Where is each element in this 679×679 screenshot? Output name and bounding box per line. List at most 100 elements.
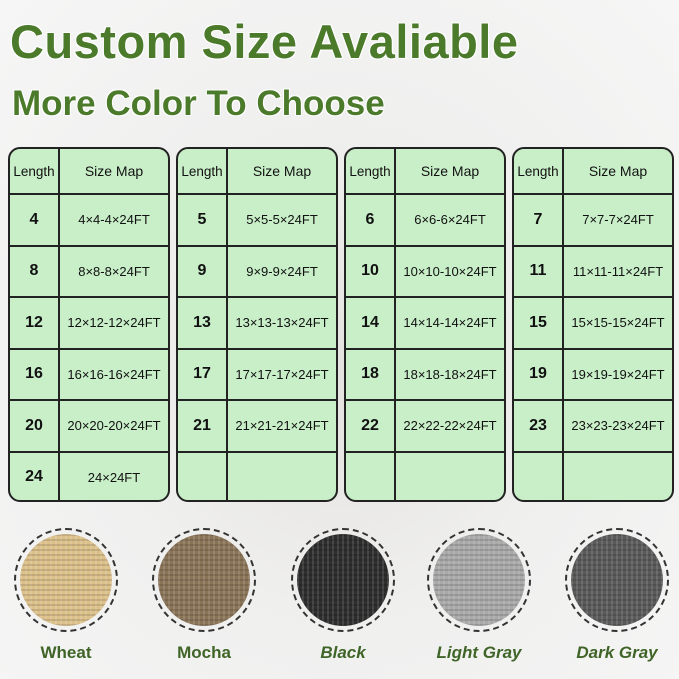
length-cell: 12 <box>10 298 60 348</box>
color-swatch[interactable] <box>427 528 531 632</box>
color-label: Black <box>320 643 366 662</box>
table-row: 19 19×19-19×24FT <box>514 347 672 399</box>
length-cell: 14 <box>346 298 396 348</box>
size-map-cell: 14×14-14×24FT <box>403 315 497 331</box>
table-row: 5 5×5-5×24FT <box>178 193 336 245</box>
size-map-cell: 6×6-6×24FT <box>414 212 486 228</box>
length-cell: 21 <box>178 401 228 451</box>
size-map-cell: 18×18-18×24FT <box>403 366 497 382</box>
table-row <box>514 450 672 501</box>
size-table: Length Size Map 7 7×7-7×24FT 11 11×11-11×24FT… <box>512 147 674 502</box>
table-row: 24 24×24FT <box>10 450 168 500</box>
length-header: Length <box>10 149 60 193</box>
length-header: Length <box>514 149 564 193</box>
length-cell: 23 <box>514 401 564 451</box>
size-map-cell: 11×11-11×24FT <box>572 263 664 279</box>
table-row: 18 18×18-18×24FT <box>346 347 504 399</box>
color-swatch[interactable] <box>152 528 256 632</box>
length-cell: 4 <box>10 195 60 245</box>
size-map-cell: 9×9-9×24FT <box>246 263 318 279</box>
length-cell: 9 <box>178 246 228 296</box>
table-row <box>178 450 336 501</box>
table-row: 9 9×9-9×24FT <box>178 244 336 296</box>
size-map-cell: 19×19-19×24FT <box>571 366 665 382</box>
length-cell: 19 <box>514 349 564 399</box>
size-map-cell: 24×24FT <box>87 469 141 485</box>
size-map-cell <box>564 453 672 501</box>
table-row: 14 14×14-14×24FT <box>346 296 504 348</box>
length-cell: 6 <box>346 195 396 245</box>
table-header: Length Size Map <box>346 149 504 193</box>
length-cell: 20 <box>10 401 60 451</box>
length-cell: 10 <box>346 246 396 296</box>
table-row: 23 23×23-23×24FT <box>514 399 672 451</box>
table-row: 11 11×11-11×24FT <box>514 244 672 296</box>
size-map-cell: 20×20-20×24FT <box>67 418 161 434</box>
size-map-header: Size Map <box>252 163 312 179</box>
size-map-cell: 10×10-10×24FT <box>403 263 497 279</box>
size-map-cell: 21×21-21×24FT <box>235 418 329 434</box>
table-row: 7 7×7-7×24FT <box>514 193 672 245</box>
size-map-cell <box>396 453 504 501</box>
table-row: 16 16×16-16×24FT <box>10 347 168 399</box>
color-label: Mocha <box>177 643 231 662</box>
size-map-cell: 7×7-7×24FT <box>582 212 654 228</box>
size-map-cell: 12×12-12×24FT <box>67 315 161 331</box>
size-map-cell: 15×15-15×24FT <box>571 315 665 331</box>
table-row: 22 22×22-22×24FT <box>346 399 504 451</box>
size-map-cell: 13×13-13×24FT <box>235 315 329 331</box>
length-cell: 22 <box>346 401 396 451</box>
size-table: Length Size Map 5 5×5-5×24FT 9 9×9-9×24FT 13 13… <box>176 147 338 502</box>
color-swatch[interactable] <box>14 528 118 632</box>
length-cell <box>178 452 228 500</box>
size-map-cell: 8×8-8×24FT <box>78 263 150 279</box>
length-cell: 7 <box>514 195 564 245</box>
size-map-header: Size Map <box>420 163 480 179</box>
table-row: 13 13×13-13×24FT <box>178 296 336 348</box>
length-cell: 18 <box>346 349 396 399</box>
size-map-header: Size Map <box>84 163 144 179</box>
size-table: Length Size Map 4 4×4-4×24FT 8 8×8-8×24FT 12 12… <box>8 147 170 502</box>
fabric-texture <box>433 534 525 626</box>
size-map-cell: 23×23-23×24FT <box>571 418 665 434</box>
table-header: Length Size Map <box>10 149 168 193</box>
table-header: Length Size Map <box>514 149 672 193</box>
size-map-cell: 5×5-5×24FT <box>246 212 318 228</box>
length-header: Length <box>178 149 228 193</box>
length-cell: 24 <box>10 452 60 500</box>
size-map-cell: 17×17-17×24FT <box>235 366 329 382</box>
color-label: Light Gray <box>436 643 522 662</box>
table-row: 12 12×12-12×24FT <box>10 296 168 348</box>
table-row: 8 8×8-8×24FT <box>10 244 168 296</box>
length-cell: 5 <box>178 195 228 245</box>
table-row: 15 15×15-15×24FT <box>514 296 672 348</box>
size-map-cell: 22×22-22×24FT <box>403 418 497 434</box>
size-map-cell: 4×4-4×24FT <box>78 212 150 228</box>
size-table: Length Size Map 6 6×6-6×24FT 10 10×10-10×24FT… <box>344 147 506 502</box>
table-header: Length Size Map <box>178 149 336 193</box>
table-row: 4 4×4-4×24FT <box>10 193 168 245</box>
size-map-header: Size Map <box>588 163 648 179</box>
page-subtitle: More Color To Choose <box>12 84 385 123</box>
table-row: 6 6×6-6×24FT <box>346 193 504 245</box>
size-map-cell: 16×16-16×24FT <box>67 366 161 382</box>
fabric-texture <box>571 534 663 626</box>
length-cell: 17 <box>178 349 228 399</box>
color-swatch[interactable] <box>291 528 395 632</box>
size-map-cell <box>228 453 336 501</box>
length-header: Length <box>346 149 396 193</box>
fabric-texture <box>158 534 250 626</box>
length-cell: 16 <box>10 349 60 399</box>
fabric-texture <box>20 534 112 626</box>
color-label: Dark Gray <box>576 643 658 662</box>
color-label: Wheat <box>40 643 92 662</box>
length-cell <box>514 452 564 500</box>
color-swatch[interactable] <box>565 528 669 632</box>
page-title: Custom Size Avaliable <box>10 15 519 68</box>
length-cell: 8 <box>10 246 60 296</box>
length-cell: 11 <box>514 246 564 296</box>
fabric-texture <box>297 534 389 626</box>
table-row <box>346 450 504 501</box>
table-row: 10 10×10-10×24FT <box>346 244 504 296</box>
table-row: 17 17×17-17×24FT <box>178 347 336 399</box>
